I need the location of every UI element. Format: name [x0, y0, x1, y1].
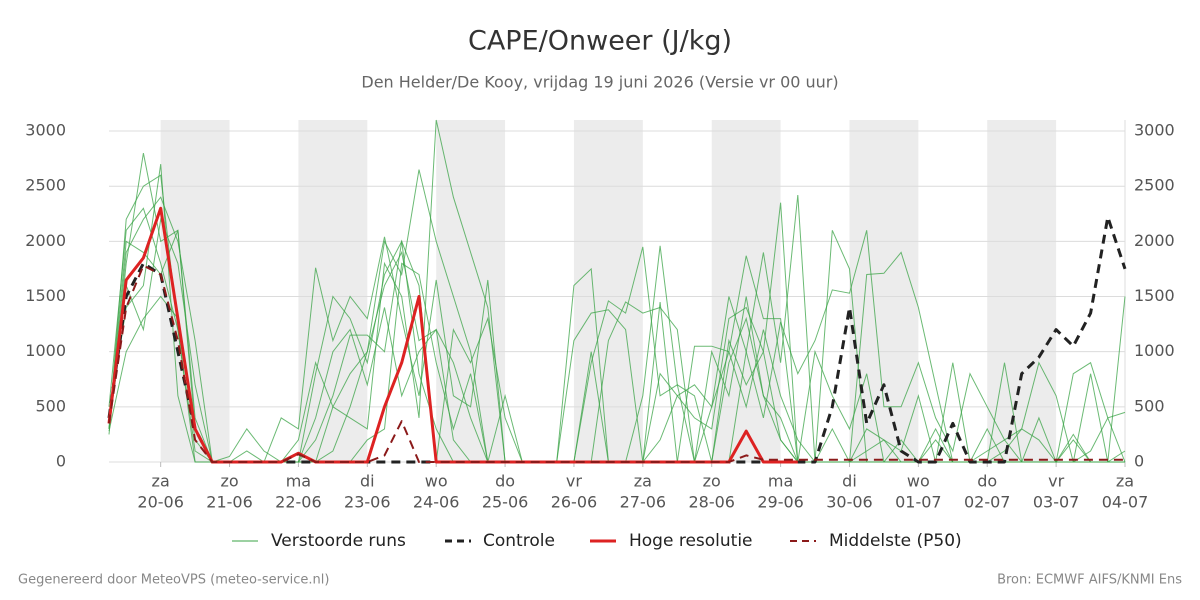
x-weekday-label: di — [842, 472, 857, 491]
x-date-label: 27-06 — [620, 493, 667, 512]
x-date-label: 28-06 — [688, 493, 735, 512]
y-tick-label: 2500 — [25, 176, 66, 195]
x-weekday-label: zo — [703, 472, 721, 491]
x-weekday-label: vr — [1048, 472, 1064, 491]
x-weekday-label: vr — [566, 472, 582, 491]
footer-right: Bron: ECMWF AIFS/KNMI Ens — [997, 573, 1182, 588]
labels: 0 0 500 500 1000 1000 1500 1500 2000 2000 2500 2500… — [25, 121, 1174, 512]
chart-subtitle: Den Helder/De Kooy, vrijdag 19 juni 2026… — [361, 73, 838, 92]
day-band — [436, 120, 506, 462]
x-date-label: 20-06 — [137, 493, 184, 512]
x-date-label: 02-07 — [964, 493, 1011, 512]
y2-tick-label: 0 — [1134, 452, 1144, 471]
day-band — [573, 120, 643, 462]
y2-tick-label: 2500 — [1134, 176, 1175, 195]
y-tick-label: 1500 — [25, 286, 66, 305]
legend-label: Verstoorde runs — [271, 531, 406, 551]
x-weekday-label: wo — [425, 472, 448, 491]
series-line — [108, 264, 1125, 463]
y-tick-label: 1000 — [25, 341, 66, 360]
x-date-label: 30-06 — [826, 493, 873, 512]
chart-title: CAPE/Onweer (J/kg) — [468, 26, 732, 57]
x-weekday-label: wo — [907, 472, 930, 491]
x-weekday-label: zo — [220, 472, 238, 491]
x-weekday-label: ma — [286, 472, 311, 491]
y-tick-label: 500 — [35, 396, 66, 415]
legend-label: Controle — [483, 531, 555, 551]
x-weekday-label: za — [152, 472, 170, 491]
x-date-label: 24-06 — [413, 493, 460, 512]
legend: Verstoorde runs Controle Hoge resolutie … — [232, 531, 962, 551]
x-weekday-label: za — [634, 472, 652, 491]
x-date-label: 29-06 — [757, 493, 804, 512]
day-band — [160, 120, 230, 462]
x-date-label: 25-06 — [482, 493, 529, 512]
y-tick-label: 2000 — [25, 231, 66, 250]
x-date-label: 03-07 — [1033, 493, 1080, 512]
x-weekday-label: do — [977, 472, 997, 491]
legend-label: Middelste (P50) — [829, 531, 962, 551]
y-tick-label: 3000 — [25, 121, 66, 140]
legend-label: Hoge resolutie — [629, 531, 753, 551]
y2-tick-label: 2000 — [1134, 231, 1175, 250]
day-band — [987, 120, 1057, 462]
day-band — [849, 120, 919, 462]
x-date-label: 23-06 — [344, 493, 391, 512]
x-weekday-label: do — [495, 472, 515, 491]
y2-tick-label: 1000 — [1134, 341, 1175, 360]
footer-left: Gegenereerd door MeteoVPS (meteo-service… — [18, 573, 329, 588]
x-weekday-label: di — [360, 472, 375, 491]
lines — [107, 119, 1127, 464]
x-date-label: 22-06 — [275, 493, 322, 512]
x-weekday-label: za — [1116, 472, 1134, 491]
x-weekday-label: ma — [768, 472, 793, 491]
x-date-label: 21-06 — [206, 493, 253, 512]
y-tick-label: 0 — [56, 452, 66, 471]
x-date-label: 01-07 — [895, 493, 942, 512]
y2-tick-label: 3000 — [1134, 121, 1175, 140]
x-date-label: 04-07 — [1102, 493, 1149, 512]
x-date-label: 26-06 — [551, 493, 598, 512]
y2-tick-label: 500 — [1134, 396, 1165, 415]
y2-tick-label: 1500 — [1134, 286, 1175, 305]
